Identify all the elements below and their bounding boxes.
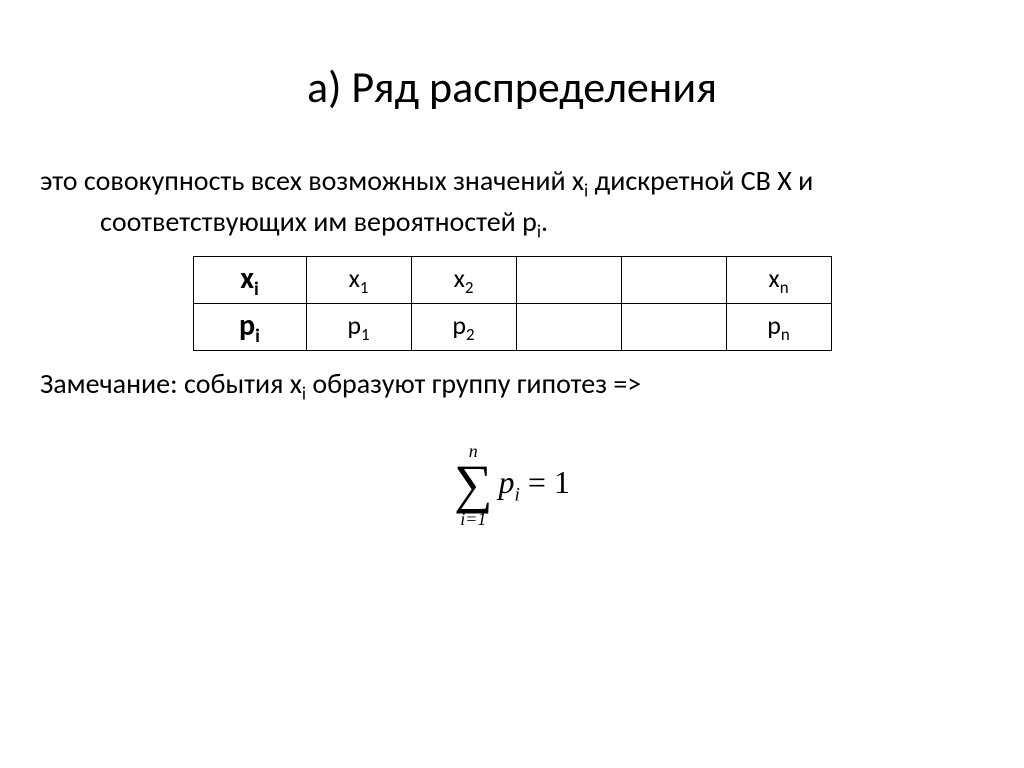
table-cell: p1	[306, 304, 411, 351]
cell-main: x	[768, 262, 779, 294]
slide: а) Ряд распределения это совокупность вс…	[0, 0, 1024, 768]
sigma-block: n ∑ i=1	[454, 442, 493, 528]
cell-main: p	[767, 309, 781, 341]
cell-sub: 2	[466, 324, 475, 345]
table-cell	[516, 257, 621, 304]
table-cell: x1	[306, 257, 411, 304]
formula-inner: n ∑ i=1 pi = 1	[454, 442, 570, 528]
distribution-table: xi x1 x2 xn pi p1 p2 pn	[193, 256, 832, 351]
hdr-x-main: x	[240, 260, 254, 297]
table-row: xi x1 x2 xn	[193, 257, 831, 304]
cell-sub: 1	[360, 277, 369, 298]
sigma-lower: i=1	[460, 510, 486, 528]
row-header-x: xi	[193, 257, 306, 304]
table-cell	[621, 304, 726, 351]
definition-text: это совокупность всех возможных значений…	[40, 162, 984, 244]
hdr-x-sub: i	[254, 277, 259, 301]
remark-part2: образуют группу гипотез =>	[306, 366, 641, 401]
cell-main: x	[349, 262, 360, 294]
hdr-p-sub: i	[255, 324, 260, 348]
hdr-p-main: p	[239, 307, 255, 344]
sum-formula: n ∑ i=1 pi = 1	[40, 442, 984, 528]
cell-main: p	[452, 309, 466, 341]
sigma-symbol: ∑	[454, 462, 493, 508]
row-header-p: pi	[193, 304, 306, 351]
table-cell: x2	[411, 257, 516, 304]
formula-var: p	[499, 464, 515, 500]
table-cell: p2	[411, 304, 516, 351]
slide-title: а) Ряд распределения	[40, 60, 984, 114]
def-part3: .	[541, 204, 548, 239]
cell-main: x	[454, 262, 465, 294]
remark-text: Замечание: события xi образуют группу ги…	[40, 365, 984, 406]
formula-body: pi = 1	[499, 464, 570, 506]
table-cell	[621, 257, 726, 304]
table-cell	[516, 304, 621, 351]
def-part1: это совокупность всех возможных значений…	[40, 163, 584, 198]
remark-part1: Замечание: события x	[40, 366, 302, 401]
cell-main: p	[347, 309, 361, 341]
cell-sub: 2	[465, 277, 474, 298]
table-row: pi p1 p2 pn	[193, 304, 831, 351]
cell-sub: n	[781, 324, 790, 345]
formula-rhs: 1	[554, 464, 570, 500]
cell-sub: 1	[361, 324, 370, 345]
cell-sub: n	[780, 277, 789, 298]
table-cell: xn	[726, 257, 831, 304]
formula-eq: =	[520, 464, 554, 500]
table-cell: pn	[726, 304, 831, 351]
